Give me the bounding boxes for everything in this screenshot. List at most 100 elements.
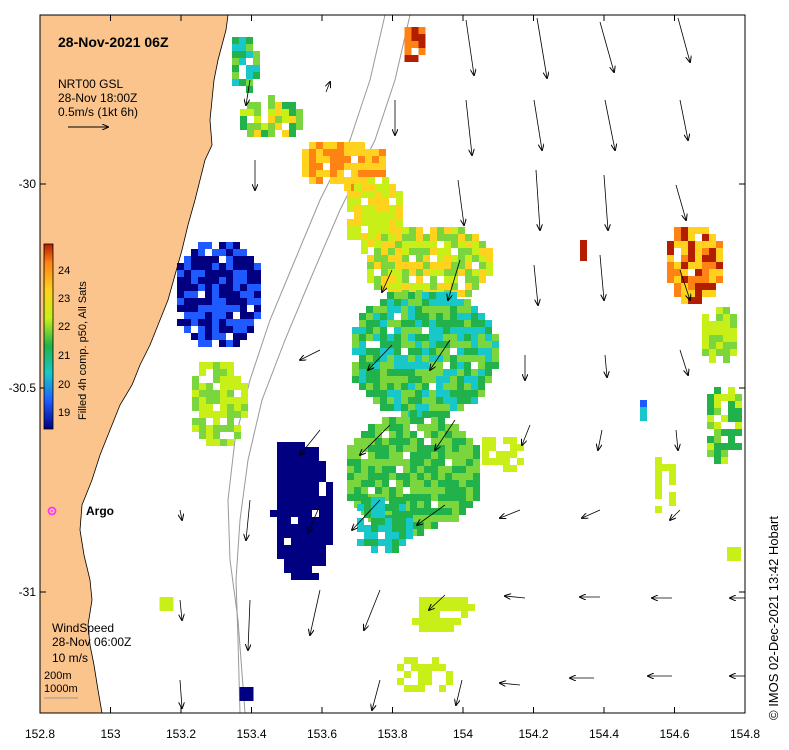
sst-pixel bbox=[382, 480, 389, 487]
sst-pixel bbox=[198, 242, 205, 249]
sst-pixel bbox=[387, 397, 394, 404]
sst-pixel bbox=[239, 51, 246, 58]
sst-pixel bbox=[366, 390, 373, 397]
sst-pixel bbox=[458, 241, 465, 248]
sst-pixel bbox=[387, 369, 394, 376]
sst-pixel bbox=[233, 242, 240, 249]
sst-pixel bbox=[387, 341, 394, 348]
sst-pixel bbox=[681, 262, 688, 269]
sst-pixel bbox=[199, 383, 206, 390]
sst-pixel bbox=[417, 417, 424, 424]
sst-pixel bbox=[458, 269, 465, 276]
sst-pixel bbox=[354, 480, 361, 487]
sst-pixel bbox=[416, 276, 423, 283]
sst-pixel bbox=[417, 445, 424, 452]
sst-pixel bbox=[472, 269, 479, 276]
sst-pixel bbox=[403, 466, 410, 473]
sst-pixel bbox=[429, 327, 436, 334]
sst-pixel bbox=[226, 340, 233, 347]
sst-pixel bbox=[431, 522, 438, 529]
sst-pixel bbox=[219, 242, 226, 249]
sst-pixel bbox=[220, 376, 227, 383]
sst-pixel bbox=[233, 305, 240, 312]
sst-pixel bbox=[465, 283, 472, 290]
sst-pixel bbox=[443, 404, 450, 411]
sst-pixel bbox=[298, 531, 305, 538]
sst-pixel bbox=[284, 470, 291, 477]
sst-pixel bbox=[471, 397, 478, 404]
sst-pixel bbox=[212, 333, 219, 340]
sst-pixel bbox=[444, 241, 451, 248]
sst-pixel bbox=[655, 485, 662, 492]
sst-pixel bbox=[382, 424, 389, 431]
sst-pixel bbox=[406, 532, 413, 539]
sst-pixel bbox=[429, 320, 436, 327]
sst-pixel bbox=[312, 454, 319, 461]
sst-pixel bbox=[177, 263, 184, 270]
sst-pixel bbox=[688, 227, 695, 234]
sst-pixel bbox=[401, 362, 408, 369]
current-arrow bbox=[300, 429, 321, 455]
sst-pixel bbox=[184, 326, 191, 333]
y-axis-tick-labels: -30 -30.5 -31 bbox=[9, 177, 37, 599]
sst-pixel bbox=[381, 262, 388, 269]
sst-pixel bbox=[478, 376, 485, 383]
sst-pixel bbox=[354, 226, 361, 233]
sst-pixel bbox=[681, 248, 688, 255]
sst-pixel bbox=[404, 657, 411, 664]
sst-pixel bbox=[465, 255, 472, 262]
sst-pixel bbox=[406, 518, 413, 525]
sst-pixel bbox=[452, 459, 459, 466]
sst-pixel bbox=[478, 355, 485, 362]
sst-pixel bbox=[655, 478, 662, 485]
sst-pixel bbox=[424, 452, 431, 459]
sst-pixel bbox=[409, 248, 416, 255]
sst-pixel bbox=[212, 263, 219, 270]
sst-pixel bbox=[198, 305, 205, 312]
sst-pixel bbox=[422, 355, 429, 362]
sst-pixel bbox=[344, 156, 351, 163]
sst-pixel bbox=[375, 219, 382, 226]
sst-pixel bbox=[422, 404, 429, 411]
sst-pixel bbox=[387, 404, 394, 411]
sst-pixel bbox=[432, 664, 439, 671]
sst-pixel bbox=[392, 532, 399, 539]
sst-pixel bbox=[412, 618, 419, 625]
sst-pixel bbox=[416, 234, 423, 241]
sst-pixel bbox=[478, 334, 485, 341]
sst-pixel bbox=[206, 383, 213, 390]
sst-pixel bbox=[471, 355, 478, 362]
sst-pixel bbox=[347, 445, 354, 452]
sst-pixel bbox=[298, 545, 305, 552]
sst-pixel bbox=[408, 327, 415, 334]
sst-pixel bbox=[212, 284, 219, 291]
sst-pixel bbox=[714, 436, 721, 443]
sst-pixel bbox=[662, 464, 669, 471]
sst-pixel bbox=[205, 319, 212, 326]
sst-pixel bbox=[247, 319, 254, 326]
sst-pixel bbox=[205, 277, 212, 284]
sst-pixel bbox=[464, 327, 471, 334]
sst-pixel bbox=[443, 369, 450, 376]
sst-pixel bbox=[385, 532, 392, 539]
sst-pixel bbox=[655, 506, 662, 513]
sst-pixel bbox=[361, 219, 368, 226]
sst-pixel bbox=[233, 284, 240, 291]
y-tick-label: -30.5 bbox=[9, 381, 37, 395]
sst-pixel bbox=[382, 452, 389, 459]
sst-pixel bbox=[479, 276, 486, 283]
sst-pixel bbox=[486, 248, 493, 255]
sst-pixel bbox=[702, 276, 709, 283]
sst-pixel bbox=[177, 305, 184, 312]
sst-pixel bbox=[445, 438, 452, 445]
sst-pixel bbox=[375, 438, 382, 445]
sst-pixel bbox=[381, 255, 388, 262]
sst-pixel bbox=[464, 313, 471, 320]
sst-pixel bbox=[205, 298, 212, 305]
sst-pixel bbox=[445, 508, 452, 515]
sst-pixel bbox=[192, 404, 199, 411]
sst-pixel bbox=[330, 156, 337, 163]
sst-pixel bbox=[379, 163, 386, 170]
sst-pixel bbox=[437, 262, 444, 269]
sst-pixel bbox=[368, 233, 375, 240]
